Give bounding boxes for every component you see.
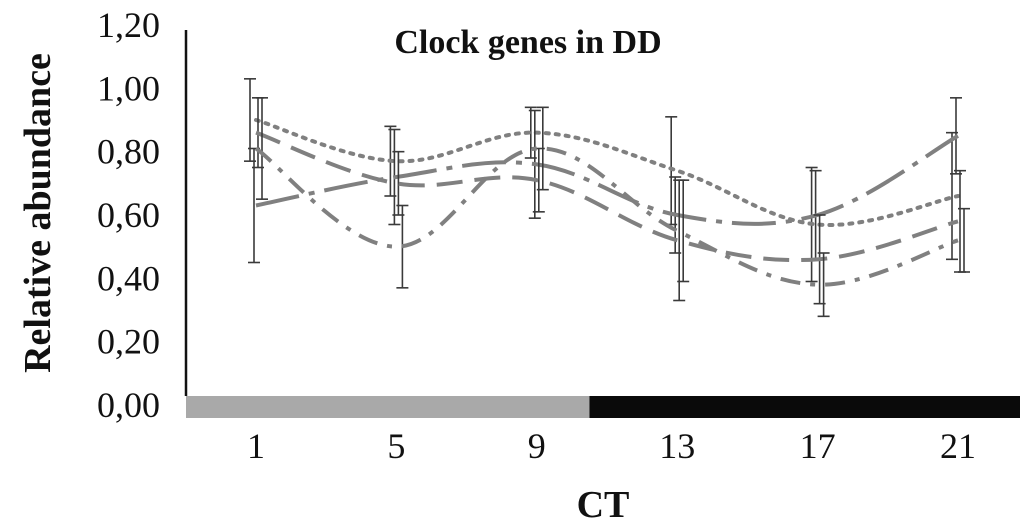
light-bar-subjective-night xyxy=(589,396,1020,418)
y-tick-label: 1,20 xyxy=(97,5,160,45)
light-bar-subjective-day xyxy=(186,396,590,418)
plot-area: 0,00 0,20 0,40 0,60 0,80 1,00 1,20 1 5 9 13 17 21 xyxy=(97,5,1020,466)
x-tick-label: 21 xyxy=(940,426,976,466)
series-line-dotted xyxy=(254,118,960,227)
series-line-dash-dot xyxy=(254,146,959,287)
x-tick-label: 1 xyxy=(247,426,265,466)
series-line-dashed xyxy=(255,130,959,263)
x-tick-label: 9 xyxy=(528,426,546,466)
x-tick-label: 5 xyxy=(387,426,405,466)
y-tick-label: 1,00 xyxy=(97,68,160,108)
y-tick-label: 0,40 xyxy=(97,258,160,298)
y-tick-label: 0,20 xyxy=(97,322,160,362)
y-tick-label: 0,80 xyxy=(97,132,160,172)
x-tick-label: 13 xyxy=(659,426,695,466)
chart-title: Clock genes in DD xyxy=(394,24,661,61)
x-tick-label: 17 xyxy=(800,426,836,466)
series-line-long-dash-dot xyxy=(255,134,959,226)
x-axis-title: CT xyxy=(577,484,630,526)
y-axis-title: Relative abundance xyxy=(17,53,59,373)
y-tick-label: 0,60 xyxy=(97,195,160,235)
y-tick-label: 0,00 xyxy=(97,385,160,425)
